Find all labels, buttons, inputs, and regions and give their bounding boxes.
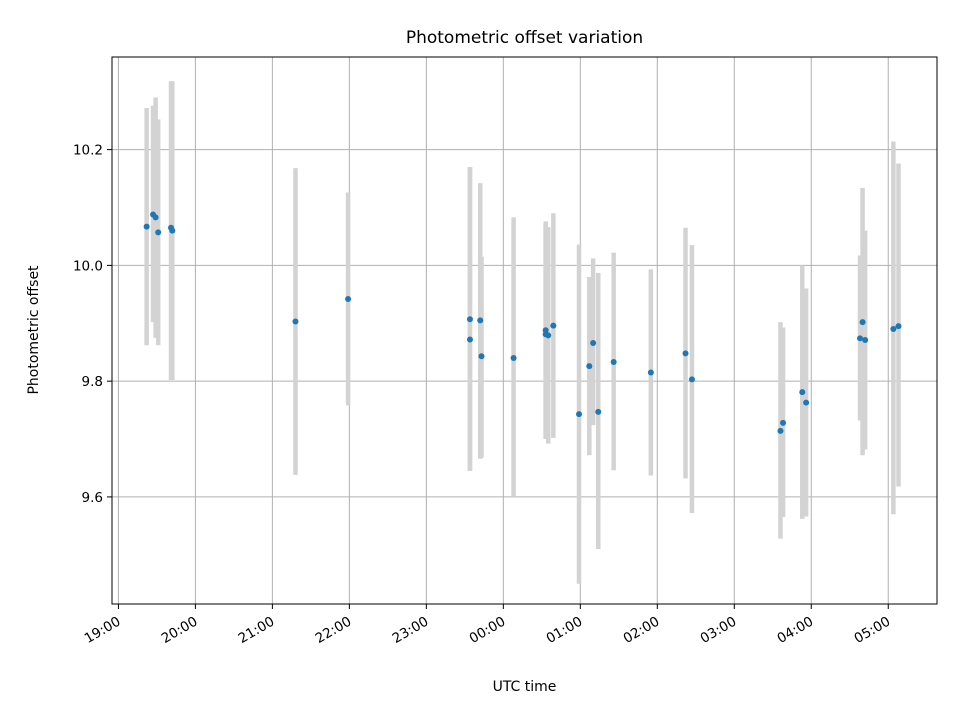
data-point xyxy=(586,363,593,370)
data-point xyxy=(803,399,810,406)
y-tick-label: 9.8 xyxy=(82,374,103,390)
data-point xyxy=(143,223,150,230)
data-point xyxy=(550,322,557,329)
data-point xyxy=(477,317,484,324)
data-point xyxy=(478,353,485,360)
data-point xyxy=(610,359,617,366)
data-point xyxy=(466,316,473,323)
y-axis-label: Photometric offset xyxy=(26,265,42,395)
data-point xyxy=(890,326,897,333)
data-point xyxy=(688,376,695,383)
grid xyxy=(112,57,937,604)
y-axis-ticks: 9.6 9.8 10.0 10.2 xyxy=(73,143,112,506)
data-point xyxy=(345,295,352,302)
y-tick-label: 10.2 xyxy=(73,143,103,159)
data-point xyxy=(777,427,784,434)
data-point xyxy=(862,337,869,344)
data-point xyxy=(545,332,552,339)
data-point xyxy=(799,389,806,396)
data-point xyxy=(510,354,517,361)
data-points xyxy=(143,211,902,434)
x-axis-label: UTC time xyxy=(493,679,557,695)
data-point xyxy=(780,419,787,426)
data-point xyxy=(576,411,583,418)
data-point xyxy=(590,339,597,346)
data-point xyxy=(152,214,159,221)
data-point xyxy=(859,319,866,326)
chart-title: Photometric offset variation xyxy=(406,28,643,48)
data-point xyxy=(682,350,689,357)
data-point xyxy=(169,227,176,234)
y-tick-label: 10.0 xyxy=(73,258,103,274)
y-tick-label: 9.6 xyxy=(82,490,103,506)
data-point xyxy=(857,335,864,342)
plot-frame xyxy=(111,56,938,605)
data-point xyxy=(466,336,473,343)
data-point xyxy=(595,408,602,415)
data-point xyxy=(895,323,902,330)
data-point xyxy=(647,369,654,376)
data-point xyxy=(155,229,162,236)
data-point xyxy=(292,318,299,325)
